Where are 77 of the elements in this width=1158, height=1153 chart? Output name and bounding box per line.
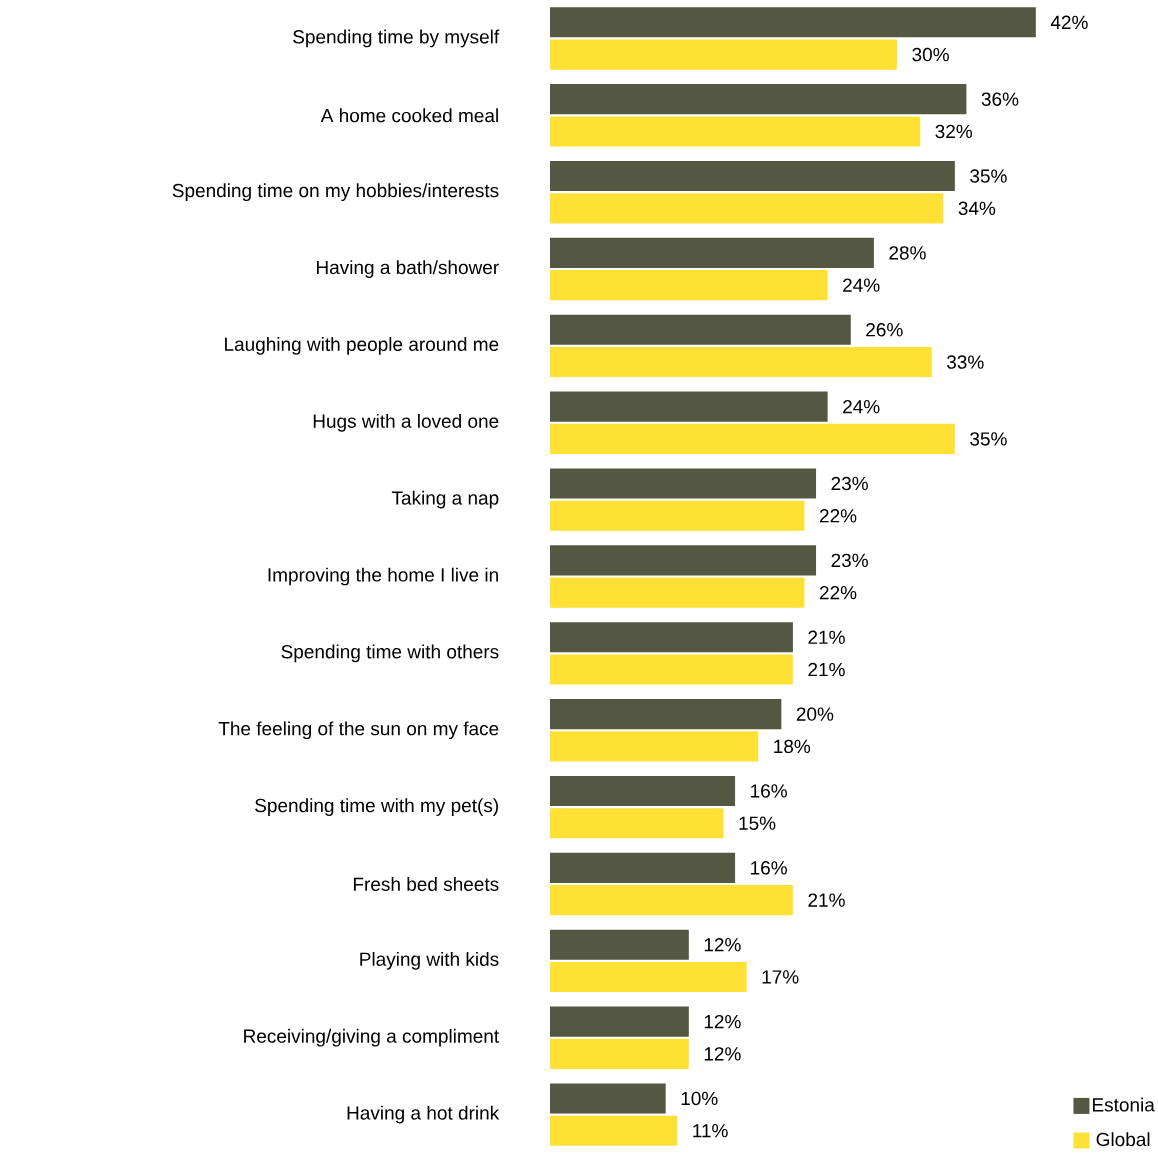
data-label: 24% [843, 278, 880, 292]
y-tick-label: Having a bath/shower [317, 260, 499, 278]
bar [550, 39, 898, 70]
y-tick-label: Spending time with others [281, 644, 499, 663]
bar [550, 160, 955, 192]
bar [550, 423, 955, 454]
data-label: 36% [981, 92, 1019, 106]
data-label: 21% [808, 630, 845, 644]
data-label: 18% [774, 739, 811, 754]
legend-label: Global [1096, 1132, 1150, 1147]
bar [550, 1038, 689, 1069]
bar [550, 84, 967, 115]
bar [550, 1115, 678, 1146]
bar [550, 193, 944, 224]
data-label: 30% [912, 47, 949, 62]
bar [550, 929, 689, 960]
data-label: 10% [681, 1091, 718, 1106]
data-label: 21% [808, 893, 845, 907]
data-label: 22% [819, 509, 857, 523]
y-tick-label: Spending time with my pet(s) [255, 798, 499, 816]
data-label: 35% [970, 432, 1007, 446]
y-tick-label: Receiving/giving a compliment [244, 1028, 500, 1047]
data-label: 42% [1050, 15, 1088, 29]
bar [550, 885, 793, 916]
y-tick-label: Spending time by myself [293, 29, 500, 48]
bar [550, 346, 932, 378]
y-tick-label: Having a hot drink [347, 1105, 500, 1124]
data-label: 20% [796, 707, 834, 721]
data-label: 33% [946, 355, 984, 369]
y-tick-label: The feeling of the sun on my face [218, 721, 499, 740]
data-label: 26% [866, 323, 903, 337]
data-label: 23% [831, 476, 868, 491]
bar [550, 731, 759, 762]
bar [550, 961, 747, 993]
data-label: 22% [819, 585, 857, 600]
data-label: 23% [831, 553, 868, 568]
data-label: 16% [751, 784, 787, 798]
bar [550, 314, 851, 345]
bar [550, 545, 817, 576]
data-label: 34% [958, 201, 996, 216]
bar [550, 116, 921, 147]
data-label: 32% [935, 124, 973, 139]
bar [550, 808, 724, 839]
y-tick-label: Improving the home I live in [268, 567, 498, 586]
y-tick-label: Playing with kids [360, 951, 499, 970]
y-tick-label: Taking a nap [391, 490, 499, 509]
y-tick-label: Fresh bed sheets [353, 877, 499, 891]
data-label: 12% [704, 1014, 741, 1029]
bar [550, 237, 874, 268]
bar [550, 468, 817, 499]
data-label: 21% [808, 662, 845, 677]
bar [550, 270, 828, 301]
bar [550, 500, 805, 531]
data-label: 17% [762, 970, 799, 984]
bar [550, 391, 828, 422]
y-tick-label: Laughing with people around me [225, 337, 499, 355]
y-tick-label: Spending time on my hobbies/interests [172, 183, 499, 202]
bar [550, 1083, 666, 1114]
data-label: 15% [739, 816, 776, 830]
legend-label: Estonia [1093, 1097, 1155, 1112]
data-label: 12% [704, 938, 741, 952]
bar [550, 775, 736, 807]
data-label: 12% [704, 1047, 741, 1061]
data-label: 35% [970, 169, 1007, 183]
bar [550, 1006, 689, 1037]
bar [550, 622, 793, 653]
y-tick-label: A home cooked meal [320, 108, 498, 123]
bar [550, 852, 736, 883]
data-label: 11% [693, 1124, 728, 1138]
data-label: 16% [751, 861, 787, 875]
y-tick-label: Hugs with a loved one [313, 413, 499, 432]
bar [550, 654, 793, 685]
data-label: 28% [889, 246, 926, 260]
bar [550, 577, 805, 608]
data-label: 24% [843, 399, 880, 414]
bar [550, 7, 1036, 38]
bar [550, 699, 782, 730]
